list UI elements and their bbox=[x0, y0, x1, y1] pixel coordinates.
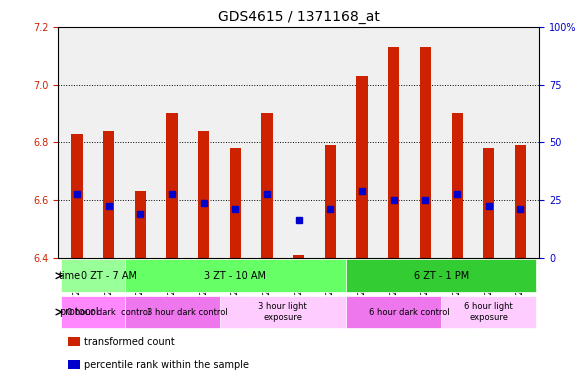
Bar bbox=[262, 113, 273, 258]
Bar bbox=[483, 148, 494, 258]
Text: time: time bbox=[59, 271, 81, 281]
Text: 3 hour dark control: 3 hour dark control bbox=[147, 308, 228, 316]
Bar bbox=[420, 47, 431, 258]
Text: transformed count: transformed count bbox=[85, 337, 175, 347]
FancyBboxPatch shape bbox=[125, 296, 251, 328]
Bar bbox=[293, 255, 304, 258]
Bar bbox=[68, 337, 79, 346]
FancyBboxPatch shape bbox=[346, 296, 473, 328]
Text: 6 hour dark control: 6 hour dark control bbox=[369, 308, 450, 316]
Text: 0 ZT - 7 AM: 0 ZT - 7 AM bbox=[81, 271, 137, 281]
Text: 3 hour light
exposure: 3 hour light exposure bbox=[259, 302, 307, 322]
Bar bbox=[68, 360, 79, 369]
Bar bbox=[357, 76, 368, 258]
FancyBboxPatch shape bbox=[441, 296, 536, 328]
Text: 3 ZT - 10 AM: 3 ZT - 10 AM bbox=[204, 271, 266, 281]
Text: percentile rank within the sample: percentile rank within the sample bbox=[85, 360, 249, 370]
Title: GDS4615 / 1371168_at: GDS4615 / 1371168_at bbox=[218, 10, 380, 25]
Bar bbox=[515, 145, 526, 258]
Text: 6 ZT - 1 PM: 6 ZT - 1 PM bbox=[414, 271, 469, 281]
FancyBboxPatch shape bbox=[219, 296, 346, 328]
Bar bbox=[230, 148, 241, 258]
Bar bbox=[135, 191, 146, 258]
Bar bbox=[166, 113, 177, 258]
Bar bbox=[325, 145, 336, 258]
Bar bbox=[451, 113, 463, 258]
FancyBboxPatch shape bbox=[125, 260, 346, 292]
Bar bbox=[71, 134, 82, 258]
Text: 0 hour dark  control: 0 hour dark control bbox=[67, 308, 150, 316]
Bar bbox=[103, 131, 114, 258]
Text: protocol: protocol bbox=[59, 307, 98, 317]
FancyBboxPatch shape bbox=[61, 296, 156, 328]
Bar bbox=[388, 47, 399, 258]
FancyBboxPatch shape bbox=[61, 260, 156, 292]
Text: 6 hour light
exposure: 6 hour light exposure bbox=[465, 302, 513, 322]
Bar bbox=[198, 131, 209, 258]
FancyBboxPatch shape bbox=[346, 260, 536, 292]
